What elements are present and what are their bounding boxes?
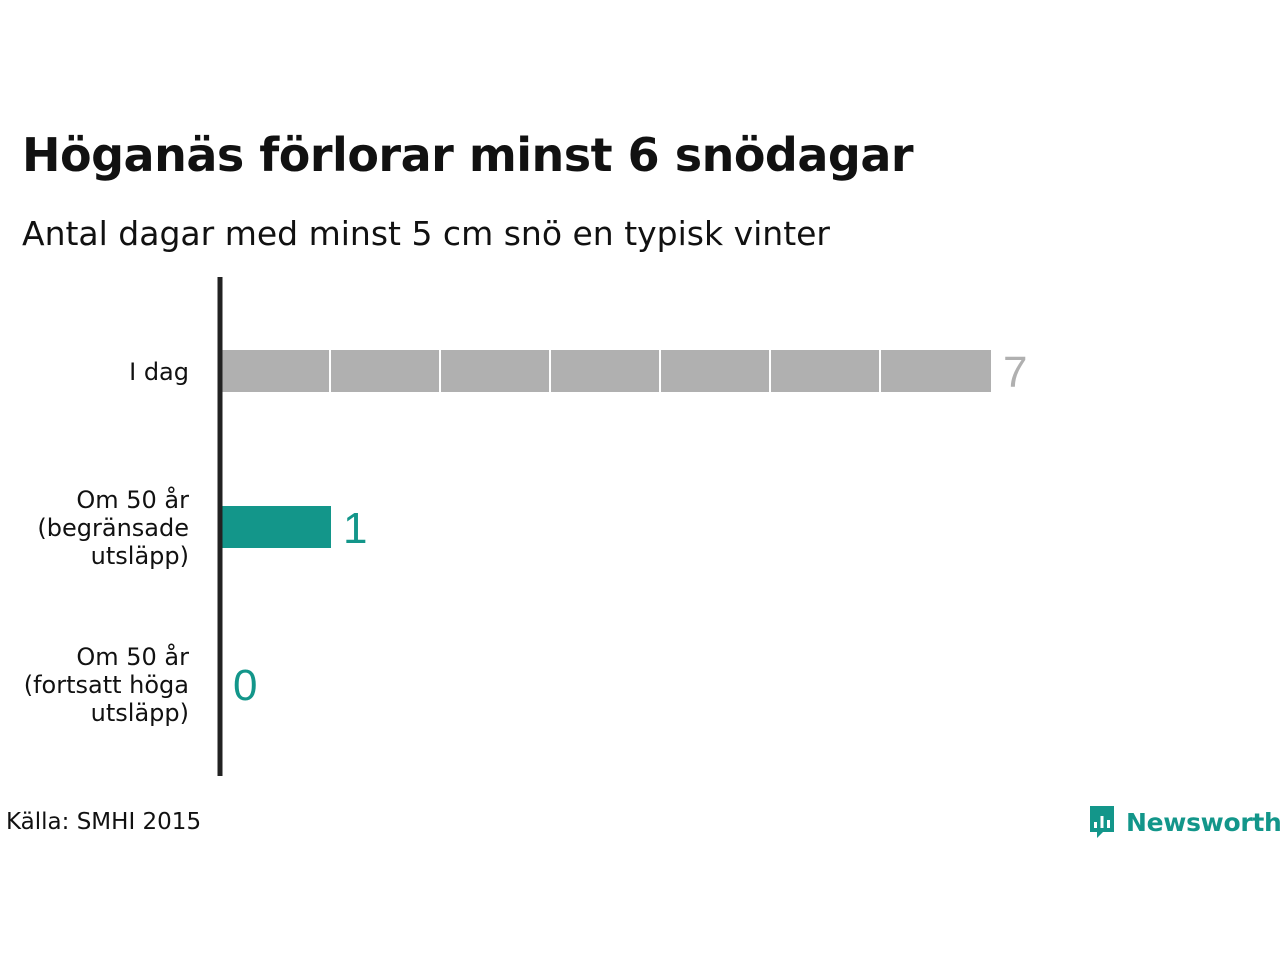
category-label: Om 50 år (begränsade utsläpp) [37, 485, 189, 570]
chart-subtitle: Antal dagar med minst 5 cm snö en typisk… [22, 214, 831, 253]
newsworthy-brand: Newsworthy [1088, 802, 1280, 842]
bar-segment [881, 350, 991, 392]
category-label: Om 50 år (fortsatt höga utsläpp) [24, 642, 189, 727]
bar-segment [551, 350, 659, 392]
source-note: Källa: SMHI 2015 [6, 809, 202, 835]
category-label: I dag [129, 358, 189, 386]
bar-segment [221, 350, 329, 392]
bar-segment [221, 506, 331, 548]
data-label: 0 [233, 661, 257, 710]
brand-name: Newsworthy [1126, 807, 1280, 837]
bar-segment [441, 350, 549, 392]
newsworthy-logo-icon [1090, 806, 1114, 838]
bar-segment [661, 350, 769, 392]
chart-title: Höganäs förlorar minst 6 snödagar [22, 128, 914, 182]
bar-segment [771, 350, 879, 392]
data-label: 7 [1003, 348, 1027, 397]
data-label: 1 [343, 504, 367, 553]
bar-segment [331, 350, 439, 392]
